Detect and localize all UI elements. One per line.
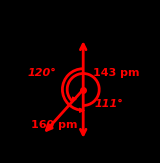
Text: 111°: 111° [94, 99, 123, 109]
Text: 160 pm: 160 pm [31, 120, 78, 130]
Text: 120°: 120° [27, 68, 56, 79]
Text: 143 pm: 143 pm [93, 68, 139, 79]
